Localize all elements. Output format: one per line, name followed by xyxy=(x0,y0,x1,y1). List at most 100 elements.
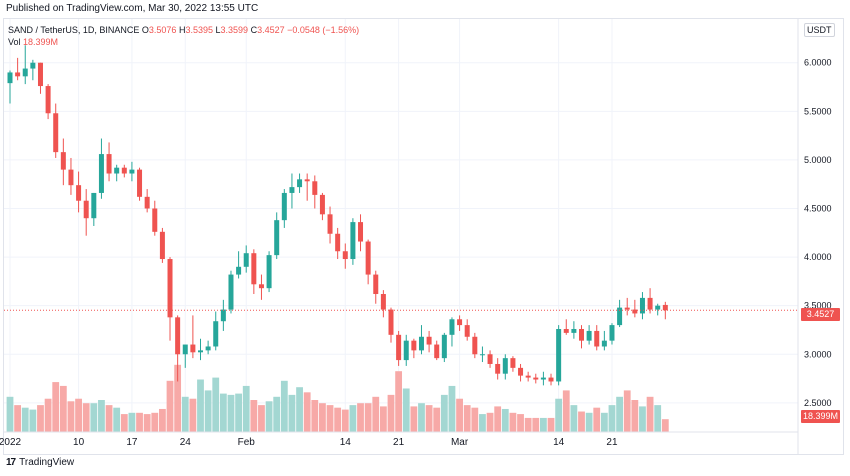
volume-bar xyxy=(174,364,182,432)
volume-bar xyxy=(661,419,669,432)
close-key: C xyxy=(250,25,258,35)
candle-body xyxy=(175,317,181,355)
volume-bar xyxy=(67,401,75,432)
volume-bar xyxy=(616,396,623,432)
volume-bar xyxy=(204,390,212,432)
candle-body xyxy=(236,266,242,275)
open-key: O xyxy=(141,25,149,35)
chart-axes: 6.0000 5.5000 5.0000 4.5000 4.0000 3.5000 3.00… xyxy=(0,19,832,455)
volume-bar xyxy=(273,396,281,432)
volume-bar xyxy=(242,385,250,432)
close-value: 3.4527 xyxy=(257,25,285,35)
symbol-title: SAND / TetherUS, 1D, BINANCE xyxy=(8,25,140,35)
volume-bar xyxy=(319,403,326,432)
candle-body xyxy=(472,336,478,355)
volume-bar xyxy=(463,405,471,432)
volume-bar xyxy=(311,400,319,432)
candle-body xyxy=(243,253,249,267)
candle-body xyxy=(579,328,584,341)
candle-body xyxy=(22,68,28,77)
volume-bar xyxy=(555,398,563,432)
candle-body xyxy=(114,167,120,174)
candle-body xyxy=(220,309,226,322)
volume-bar xyxy=(52,382,60,432)
candle-body xyxy=(7,72,13,84)
candle-body xyxy=(159,231,165,260)
candle-body xyxy=(434,344,440,359)
y-tick-label: 3.0000 xyxy=(804,349,832,359)
last-volume-tag: 18.399M xyxy=(801,410,840,423)
volume-bar xyxy=(280,380,288,432)
volume-bar xyxy=(570,405,578,432)
volume-bar xyxy=(425,405,433,432)
volume-bar xyxy=(303,392,311,432)
volume-bar xyxy=(265,401,273,432)
candle-body xyxy=(632,309,638,314)
volume-bar xyxy=(82,403,90,432)
candle-body xyxy=(91,192,97,219)
volume-bar xyxy=(44,398,52,432)
candle-body xyxy=(53,113,59,153)
candle-body xyxy=(350,222,356,260)
volume-bar xyxy=(578,411,585,432)
volume-bar xyxy=(29,409,37,432)
volume-bar xyxy=(341,409,349,432)
y-tick-label: 2.5000 xyxy=(804,398,832,408)
volume-bar xyxy=(509,412,517,432)
volume-bar xyxy=(159,408,166,432)
candle-body xyxy=(198,350,203,353)
volume-bar xyxy=(349,405,357,432)
candle-body xyxy=(152,208,158,232)
candle-body xyxy=(373,274,379,295)
y-tick-label: 4.0000 xyxy=(804,252,832,262)
volume-bars xyxy=(6,364,669,432)
candle-body xyxy=(639,297,645,314)
x-tick-label: 21 xyxy=(393,437,405,448)
volume-bar xyxy=(113,407,121,432)
y-tick-label: 3.5000 xyxy=(804,301,832,311)
low-value: 3.3599 xyxy=(220,25,249,35)
volume-bar xyxy=(372,396,380,432)
change-value: −0.0548 (−1.56%) xyxy=(287,25,360,35)
x-tick-label: 2022 xyxy=(0,437,22,448)
candle-body xyxy=(358,222,364,242)
volume-bar xyxy=(540,417,547,432)
candle-body xyxy=(617,307,623,326)
candle-body xyxy=(563,328,569,333)
candle-body xyxy=(137,169,143,197)
tradingview-brand[interactable]: TradingView xyxy=(19,457,75,468)
candle-body xyxy=(510,358,516,368)
chart-frame xyxy=(3,18,844,455)
candle-body xyxy=(449,319,455,335)
volume-bar xyxy=(387,394,395,432)
volume-bar xyxy=(562,390,570,432)
candle-body xyxy=(182,344,188,355)
x-tick-label: Feb xyxy=(238,437,256,448)
volume-bar xyxy=(219,393,227,432)
high-value: 3.5395 xyxy=(185,25,213,35)
candle-body xyxy=(15,72,21,77)
candle-body xyxy=(586,330,592,341)
candle-body xyxy=(601,340,607,347)
x-tick-label: 10 xyxy=(73,437,85,448)
volume-bar xyxy=(21,407,29,432)
candle-body xyxy=(518,367,524,376)
volume-bar xyxy=(14,405,22,432)
volume-bar xyxy=(501,408,509,432)
candle-body xyxy=(167,259,173,318)
candle-body xyxy=(525,375,531,378)
candle-body xyxy=(457,319,463,326)
volume-bar xyxy=(410,406,418,432)
candle-body xyxy=(213,321,219,347)
candle-body xyxy=(68,169,74,186)
volume-bar xyxy=(227,394,235,432)
candle-body xyxy=(76,185,82,201)
currency-selector[interactable]: USDT xyxy=(804,23,835,37)
candle-body xyxy=(365,241,371,275)
candle-body xyxy=(335,233,341,252)
candle-body xyxy=(30,62,36,69)
candle-body xyxy=(98,154,104,193)
volume-bar xyxy=(288,394,296,432)
volume-bar xyxy=(547,417,555,432)
